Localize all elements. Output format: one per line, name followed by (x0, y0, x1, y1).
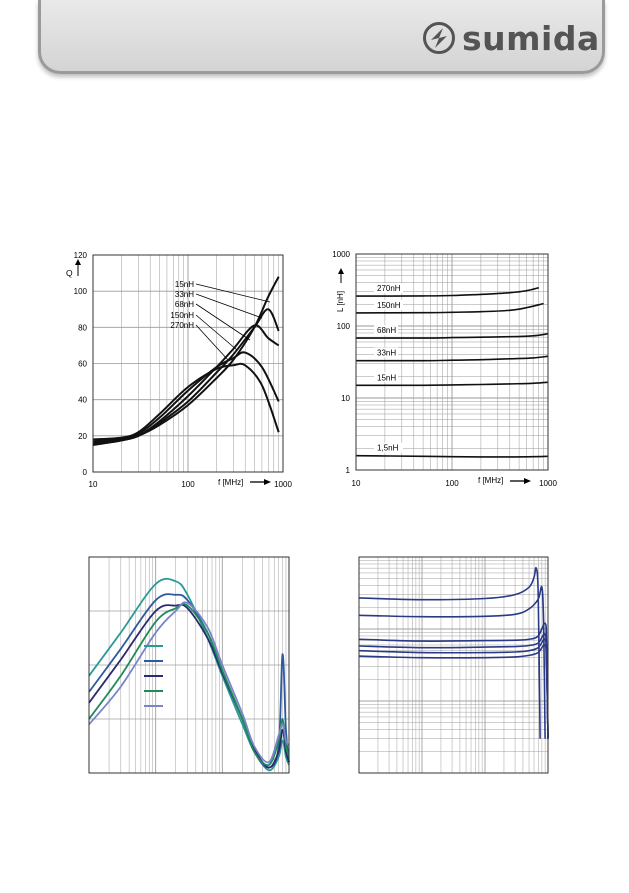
l-series-label-bg (374, 442, 403, 453)
series-line-1 (355, 302, 544, 314)
l-color-chart (358, 556, 549, 774)
q-annotation-leader (195, 283, 271, 303)
series-line-3 (355, 355, 549, 362)
series-line-2 (88, 603, 290, 769)
q-ytick-label: 100 (74, 287, 88, 296)
l-series-label: 15nH (377, 373, 396, 382)
series-line-4 (358, 638, 549, 739)
l-chart-xlabel: f [MHz] (478, 476, 503, 485)
q-xtick-label: 10 (89, 480, 98, 489)
series-line-4 (92, 362, 280, 441)
series-line-4 (355, 381, 549, 387)
l-color-chart-grid (358, 556, 549, 774)
q-color-chart-series (88, 577, 290, 772)
l-ytick-label: 1000 (332, 250, 350, 259)
l-series-label-bg (374, 299, 403, 310)
series-line-5 (358, 643, 549, 739)
q-chart-grid (92, 254, 284, 473)
l-chart-series: 270nH 150nH 68nH 33nH 15nH 1,5nH (355, 283, 549, 458)
l-ytick-label: 100 (337, 322, 351, 331)
l-chart-ylabel: L [nH] (336, 291, 345, 312)
q-chart-series (92, 276, 280, 446)
l-color-chart-frame (358, 556, 549, 774)
l-xtick-label: 100 (445, 479, 459, 488)
q-color-chart (88, 556, 290, 774)
logo-text: sumida (462, 18, 600, 58)
l-series-label: 150nH (377, 301, 401, 310)
series-line-0 (355, 286, 539, 297)
q-annotation-label: 15nH (175, 280, 194, 289)
q-color-chart-frame (88, 556, 290, 774)
q-xtick-label: 100 (181, 480, 195, 489)
l-ytick-label: 1 (346, 466, 351, 475)
l-series-label: 68nH (377, 326, 396, 335)
q-ytick-label: 20 (78, 432, 87, 441)
series-line-0 (358, 566, 541, 739)
l-color-chart-series (358, 566, 549, 739)
q-ytick-label: 0 (83, 468, 88, 477)
q-chart-ylabel: Q (66, 268, 73, 278)
q-ytick-label: 80 (78, 323, 87, 332)
q-ytick-label: 60 (78, 360, 87, 369)
q-annotation-leader (195, 324, 229, 361)
series-line-4 (88, 601, 290, 764)
q-chart-xlabel: f [MHz] (218, 478, 243, 487)
q-ytick-label: 40 (78, 396, 87, 405)
l-xtick-label: 1000 (539, 479, 557, 488)
sumida-logo-icon (423, 22, 455, 54)
q-annotation-label: 270nH (170, 321, 194, 330)
l-series-label-bg (374, 325, 398, 336)
series-line-2 (358, 622, 549, 739)
header-tab (38, 0, 605, 74)
sumida-logo: sumida (422, 18, 600, 58)
l-ytick-label: 10 (341, 394, 350, 403)
l-chart-frame (355, 253, 549, 471)
series-line-1 (88, 593, 290, 769)
series-line-2 (92, 324, 280, 445)
q-ylabel-arrow-icon (75, 259, 81, 265)
series-line-5 (355, 454, 549, 458)
q-annotation-label: 68nH (175, 300, 194, 309)
l-series-label-bg (374, 283, 403, 294)
l-series-label-bg (374, 372, 398, 383)
l-xtick-label: 10 (352, 479, 361, 488)
l-ylabel-arrow-icon (338, 268, 344, 274)
series-line-0 (88, 577, 290, 772)
q-annotation-leader (195, 293, 263, 319)
q-annotation-label: 33nH (175, 290, 194, 299)
q-color-chart-grid (88, 556, 290, 774)
q-xtick-label: 1000 (274, 480, 292, 489)
l-xlabel-arrow-icon (524, 478, 531, 484)
q-annotation-leader (195, 303, 251, 341)
q-chart-ticks: 0 20 40 60 80 100 120 10 100 1000 (74, 251, 293, 489)
q-xlabel-arrow-icon (264, 479, 271, 485)
q-ytick-label: 120 (74, 251, 88, 260)
l-series-label: 1,5nH (377, 444, 399, 453)
q-annotation-leader (195, 314, 238, 351)
q-annotation-label: 150nH (170, 311, 194, 320)
l-series-label-bg (374, 347, 398, 358)
series-line-3 (88, 603, 290, 767)
l-series-label: 33nH (377, 349, 396, 358)
q-color-chart-legend (144, 645, 163, 707)
series-line-3 (92, 351, 280, 443)
l-series-label: 270nH (377, 284, 401, 293)
series-line-2 (355, 333, 549, 339)
q-chart-frame (92, 254, 284, 473)
